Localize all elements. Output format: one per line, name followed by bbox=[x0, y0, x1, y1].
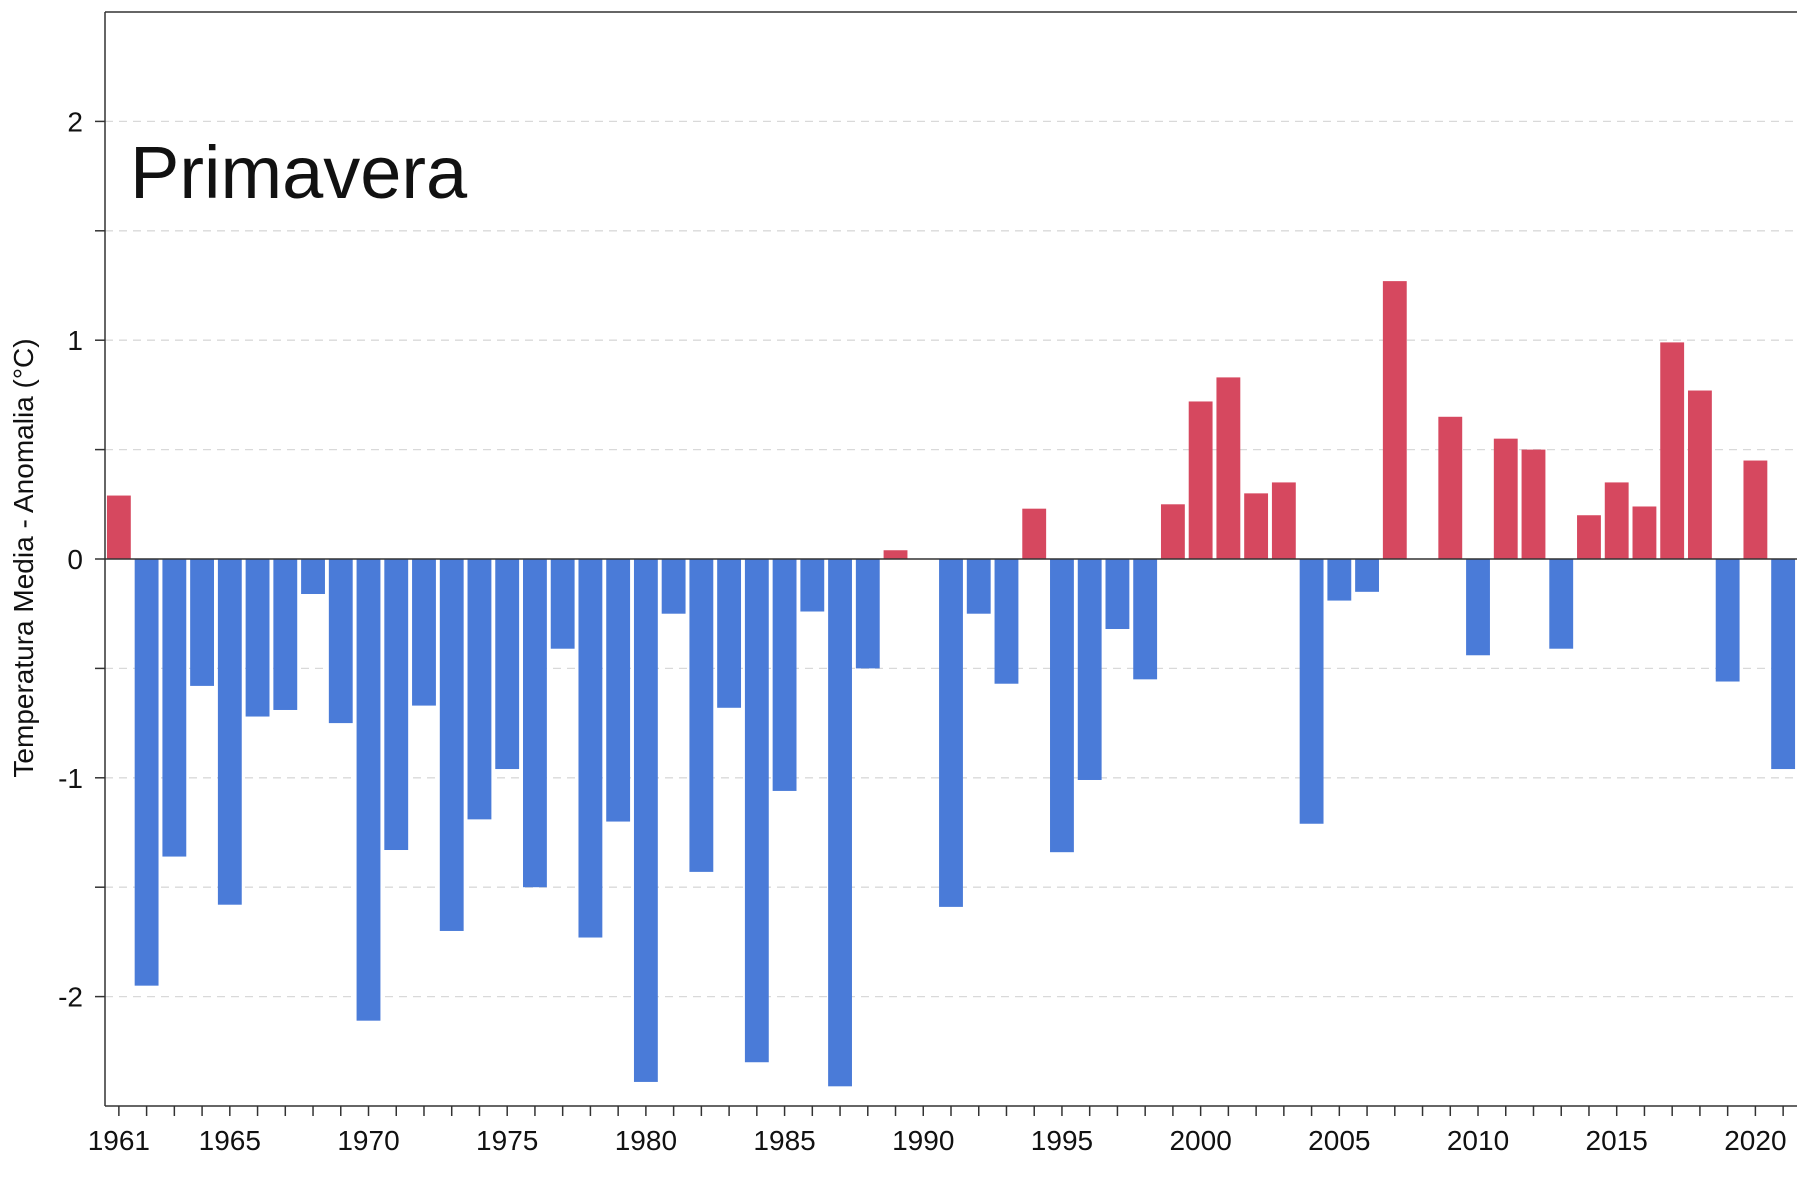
bar-1963 bbox=[162, 559, 187, 857]
bar-1986 bbox=[800, 559, 825, 612]
x-tick-label: 1975 bbox=[476, 1125, 538, 1156]
y-axis-title: Temperatura Media - Anomalia (°C) bbox=[8, 338, 39, 777]
bar-1969 bbox=[328, 559, 353, 724]
x-tick-label: 2015 bbox=[1586, 1125, 1648, 1156]
bar-1999 bbox=[1160, 504, 1185, 559]
bar-2020 bbox=[1743, 460, 1768, 559]
y-tick-label: 2 bbox=[67, 106, 83, 137]
bar-2019 bbox=[1715, 559, 1740, 682]
bar-1964 bbox=[190, 559, 215, 686]
bar-2002 bbox=[1244, 493, 1269, 559]
bar-1973 bbox=[439, 559, 464, 931]
bar-1996 bbox=[1077, 559, 1102, 780]
bar-1970 bbox=[356, 559, 381, 1021]
bar-1997 bbox=[1105, 559, 1130, 630]
tick-labels: -2 -1 0 1 2 1961 1965 1970 1975 1980 1985 1990 1995 2… bbox=[58, 106, 1786, 1156]
bar-1974 bbox=[467, 559, 492, 820]
x-tick-label: 1990 bbox=[892, 1125, 954, 1156]
bar-2000 bbox=[1188, 401, 1213, 559]
bar-1991 bbox=[939, 559, 963, 907]
bar-1965 bbox=[217, 559, 242, 905]
bar-1982 bbox=[689, 559, 714, 872]
bar-2005 bbox=[1327, 559, 1352, 601]
x-tick-label: 2010 bbox=[1447, 1125, 1509, 1156]
bar-1984 bbox=[744, 559, 769, 1063]
bar-2016 bbox=[1632, 506, 1657, 559]
bar-1981 bbox=[661, 559, 686, 614]
bar-1968 bbox=[301, 559, 325, 595]
y-tick-label: -2 bbox=[58, 982, 83, 1013]
x-tick-label: 1985 bbox=[753, 1125, 815, 1156]
bar-1961 bbox=[106, 495, 131, 559]
bar-2001 bbox=[1216, 377, 1241, 559]
bar-2007 bbox=[1382, 281, 1407, 559]
x-tick-label: 2000 bbox=[1169, 1125, 1231, 1156]
bar-2011 bbox=[1493, 438, 1518, 559]
bar-1987 bbox=[828, 559, 852, 1087]
x-tick-label: 1980 bbox=[615, 1125, 677, 1156]
bar-2003 bbox=[1271, 482, 1296, 559]
bar-2009 bbox=[1438, 416, 1463, 559]
bar-1995 bbox=[1050, 559, 1074, 853]
bar-1976 bbox=[523, 559, 547, 888]
bar-1998 bbox=[1133, 559, 1158, 680]
bar-1988 bbox=[855, 559, 880, 669]
bar-1972 bbox=[412, 559, 436, 706]
bar-1983 bbox=[717, 559, 742, 708]
bar-series bbox=[106, 281, 1796, 1087]
y-tick-label: -1 bbox=[58, 763, 83, 794]
bar-2013 bbox=[1549, 559, 1574, 649]
bar-2015 bbox=[1604, 482, 1629, 559]
bar-1979 bbox=[606, 559, 631, 822]
bar-2017 bbox=[1660, 342, 1685, 559]
bar-1975 bbox=[495, 559, 520, 770]
bar-1992 bbox=[966, 559, 991, 614]
bar-1962 bbox=[134, 559, 159, 986]
chart-title: Primavera bbox=[130, 131, 468, 214]
bar-2014 bbox=[1577, 515, 1601, 559]
axes bbox=[95, 11, 1797, 1116]
x-tick-label: 1970 bbox=[337, 1125, 399, 1156]
x-tick-label: 1995 bbox=[1031, 1125, 1093, 1156]
bar-1967 bbox=[273, 559, 298, 710]
bar-1978 bbox=[578, 559, 603, 938]
x-tick-label: 1965 bbox=[199, 1125, 261, 1156]
bar-1977 bbox=[550, 559, 575, 649]
bar-1980 bbox=[633, 559, 658, 1082]
bar-1989 bbox=[883, 550, 908, 559]
bar-2018 bbox=[1687, 390, 1712, 559]
bar-1993 bbox=[994, 559, 1019, 684]
bar-1966 bbox=[245, 559, 270, 717]
x-tick-label: 2005 bbox=[1308, 1125, 1370, 1156]
bar-2010 bbox=[1466, 559, 1490, 656]
y-tick-label: 0 bbox=[67, 544, 83, 575]
y-tick-label: 1 bbox=[67, 325, 83, 356]
bar-2012 bbox=[1521, 449, 1546, 559]
x-tick-label: 1961 bbox=[88, 1125, 150, 1156]
bar-1971 bbox=[384, 559, 409, 851]
x-tick-label: 2020 bbox=[1724, 1125, 1786, 1156]
bar-2006 bbox=[1355, 559, 1379, 592]
bar-1985 bbox=[772, 559, 797, 791]
bar-2004 bbox=[1299, 559, 1324, 824]
bar-2021 bbox=[1771, 559, 1796, 770]
bar-1994 bbox=[1022, 508, 1047, 559]
